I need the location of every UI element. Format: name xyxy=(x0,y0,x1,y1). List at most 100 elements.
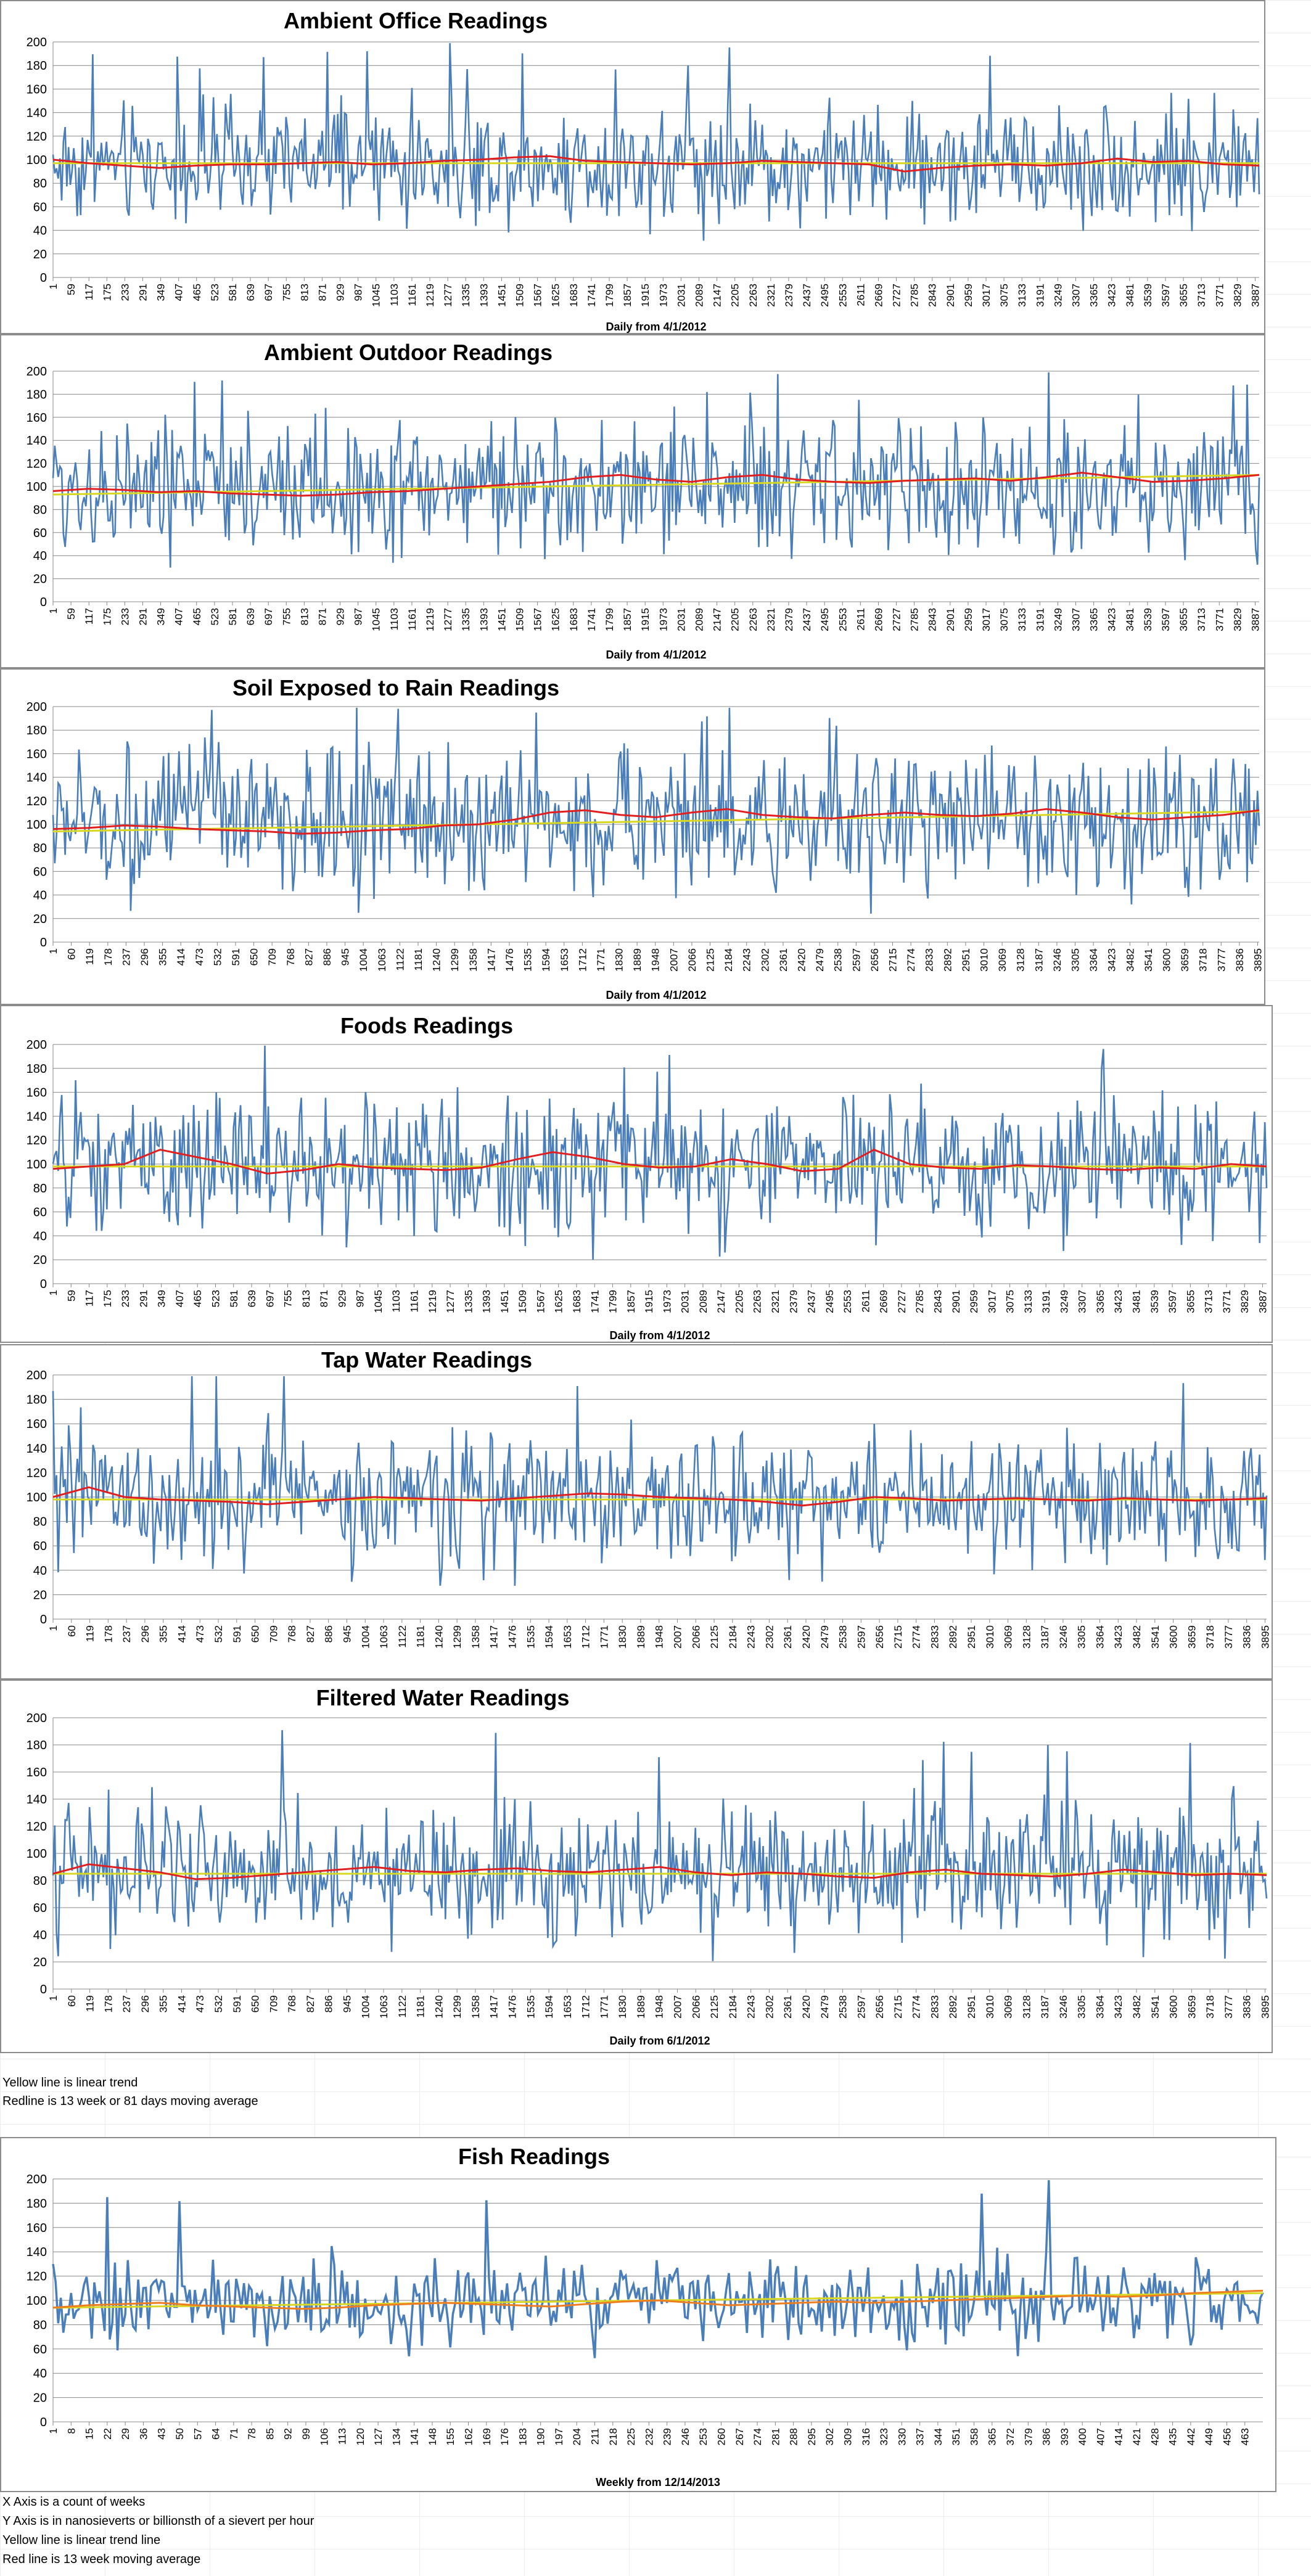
x-tick-label: 1567 xyxy=(535,1290,546,1313)
x-tick-label: 3365 xyxy=(1088,284,1100,307)
x-tick-label: 2727 xyxy=(891,284,903,307)
x-tick-label: 2715 xyxy=(887,948,899,972)
x-tick-label: 8 xyxy=(65,2428,77,2434)
x-tick-label: 2951 xyxy=(966,1995,977,2019)
x-tick-label: 1451 xyxy=(499,1290,511,1313)
x-tick-label: 1625 xyxy=(553,1290,565,1313)
x-tick-label: 197 xyxy=(553,2428,565,2445)
x-tick-label: 2959 xyxy=(968,1290,980,1313)
y-tick-label: 20 xyxy=(33,1588,47,1602)
x-tick-label: 2243 xyxy=(746,1625,757,1649)
x-tick-label: 591 xyxy=(230,948,242,966)
x-tick-label: 3191 xyxy=(1040,1290,1052,1313)
x-tick-label: 355 xyxy=(158,1625,170,1643)
x-tick-label: 1915 xyxy=(639,608,651,631)
x-tick-label: 1973 xyxy=(657,608,669,631)
x-tick-label: 60 xyxy=(66,1625,78,1637)
x-axis-label: Daily from 4/1/2012 xyxy=(606,989,706,1001)
x-tick-label: 3010 xyxy=(984,1625,996,1649)
x-tick-label: 2031 xyxy=(680,1290,691,1313)
y-tick-label: 140 xyxy=(27,771,47,785)
x-tick-label: 134 xyxy=(390,2428,402,2445)
x-tick-label: 1653 xyxy=(559,948,570,972)
x-tick-label: 3423 xyxy=(1112,1995,1124,2019)
y-tick-label: 40 xyxy=(33,2367,47,2381)
x-tick-label: 2321 xyxy=(765,608,777,631)
x-tick-label: 3423 xyxy=(1106,284,1118,307)
x-tick-label: 2302 xyxy=(759,948,771,972)
x-tick-label: 1335 xyxy=(460,284,472,307)
chart-title: Foods Readings xyxy=(340,1013,513,1038)
x-tick-label: 349 xyxy=(155,284,167,301)
x-tick-label: 296 xyxy=(139,1995,151,2012)
x-tick-label: 591 xyxy=(231,1995,243,2012)
x-tick-label: 3187 xyxy=(1039,1625,1051,1649)
x-tick-label: 3895 xyxy=(1252,948,1264,972)
x-tick-label: 2959 xyxy=(963,284,974,307)
x-tick-label: 1625 xyxy=(550,284,562,307)
x-tick-label: 1799 xyxy=(604,284,615,307)
x-tick-label: 407 xyxy=(1095,2428,1106,2445)
x-tick-label: 3655 xyxy=(1178,284,1190,307)
x-tick-label: 1299 xyxy=(449,948,461,972)
x-tick-label: 57 xyxy=(192,2428,203,2440)
x-tick-label: 233 xyxy=(119,608,131,625)
x-tick-label: 296 xyxy=(139,1625,151,1643)
x-tick-label: 148 xyxy=(427,2428,438,2445)
y-tick-label: 140 xyxy=(27,107,47,120)
x-tick-label: 3128 xyxy=(1021,1625,1032,1649)
y-tick-label: 80 xyxy=(33,842,47,855)
x-tick-label: 1889 xyxy=(635,1995,647,2019)
x-tick-label: 3597 xyxy=(1160,284,1172,307)
x-tick-label: 2125 xyxy=(705,948,717,972)
x-tick-label: 92 xyxy=(282,2428,294,2440)
x-tick-label: 3659 xyxy=(1186,1995,1198,2019)
y-tick-label: 180 xyxy=(27,1739,47,1752)
x-tick-label: 281 xyxy=(770,2428,781,2445)
x-tick-label: 239 xyxy=(662,2428,673,2445)
x-tick-label: 2959 xyxy=(963,608,974,631)
x-tick-label: 1857 xyxy=(625,1290,637,1313)
x-tick-label: 697 xyxy=(263,608,274,625)
x-tick-label: 473 xyxy=(194,948,205,966)
x-tick-label: 36 xyxy=(138,2428,149,2440)
x-tick-label: 1653 xyxy=(562,1995,573,2019)
x-tick-label: 2437 xyxy=(801,284,813,307)
x-tick-label: 3246 xyxy=(1058,1995,1069,2019)
readings-line xyxy=(52,707,1260,914)
y-tick-label: 40 xyxy=(33,889,47,903)
x-tick-label: 2669 xyxy=(873,608,884,631)
x-tick-label: 2538 xyxy=(837,1625,849,1649)
x-tick-label: 945 xyxy=(340,948,351,966)
x-tick-label: 2611 xyxy=(860,1290,871,1313)
x-tick-label: 1476 xyxy=(506,1995,518,2019)
x-tick-label: 2669 xyxy=(873,284,884,307)
x-tick-label: 697 xyxy=(264,1290,276,1307)
x-tick-label: 1240 xyxy=(433,1625,445,1649)
x-tick-label: 813 xyxy=(298,608,310,625)
note-yellow-trend-line: Yellow line is linear trend line xyxy=(2,2533,161,2547)
x-tick-label: 1799 xyxy=(604,608,615,631)
x-tick-label: 1509 xyxy=(517,1290,528,1313)
x-tick-label: 2951 xyxy=(960,948,972,972)
readings-line xyxy=(52,43,1260,241)
x-tick-label: 3597 xyxy=(1160,608,1172,631)
x-tick-label: 2611 xyxy=(855,284,866,306)
x-tick-label: 3133 xyxy=(1022,1290,1034,1313)
x-tick-label: 532 xyxy=(213,1625,224,1643)
x-tick-label: 523 xyxy=(209,284,221,301)
y-tick-label: 80 xyxy=(33,2318,47,2332)
x-tick-label: 3364 xyxy=(1094,1625,1106,1649)
y-tick-label: 120 xyxy=(27,795,47,808)
x-tick-label: 1535 xyxy=(525,1995,536,2019)
x-tick-label: 99 xyxy=(300,2428,312,2440)
chart-svg: Filtered Water Readings02040608010012014… xyxy=(27,1685,1272,2047)
x-tick-label: 3541 xyxy=(1149,1995,1161,2019)
chart-soil-rain: Soil Exposed to Rain Readings 0 20 40 60 80 10… xyxy=(0,668,1265,1005)
x-tick-label: 1335 xyxy=(460,608,472,631)
x-tick-label: 1509 xyxy=(514,608,526,631)
x-tick-label: 175 xyxy=(101,608,113,625)
x-tick-label: 178 xyxy=(102,948,114,966)
x-tick-label: 2147 xyxy=(712,608,723,631)
x-tick-label: 119 xyxy=(84,1995,96,2012)
